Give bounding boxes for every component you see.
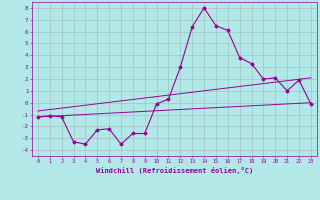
X-axis label: Windchill (Refroidissement éolien,°C): Windchill (Refroidissement éolien,°C)	[96, 167, 253, 174]
